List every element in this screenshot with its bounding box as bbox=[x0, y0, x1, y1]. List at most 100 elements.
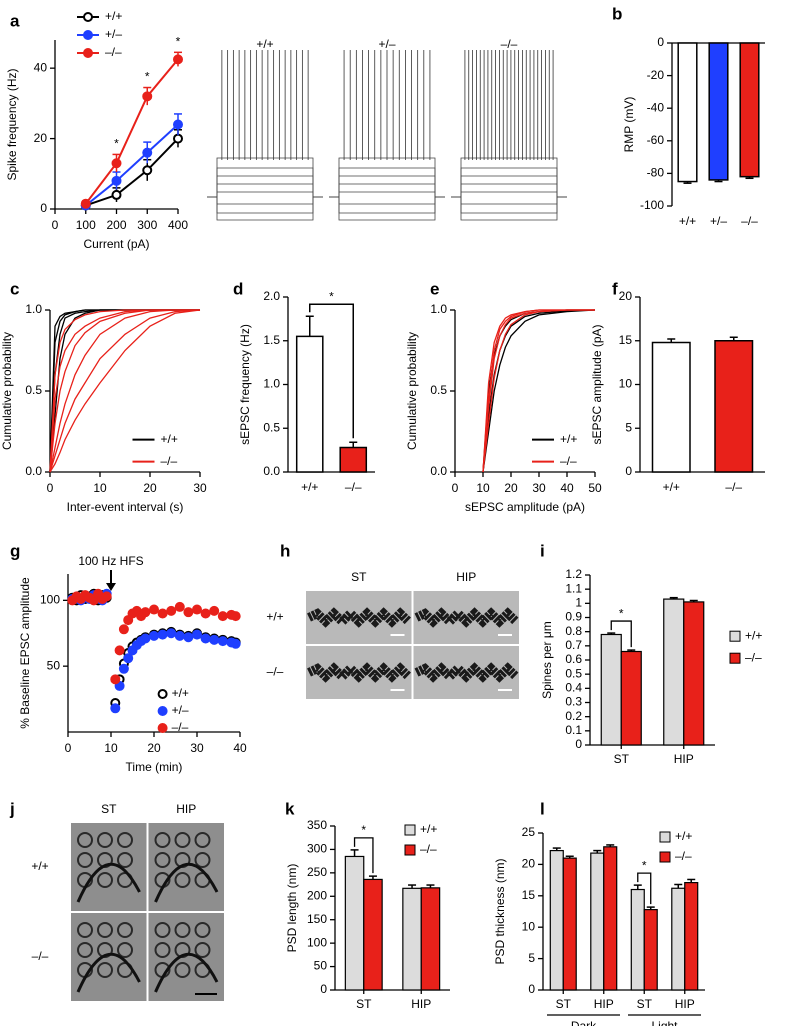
legend-swatch bbox=[404, 844, 416, 856]
bar bbox=[714, 340, 754, 473]
y-tick-label: 0.1 bbox=[565, 723, 582, 737]
vesicle bbox=[117, 922, 133, 938]
point bbox=[111, 189, 122, 200]
y-tick-label: 350 bbox=[307, 818, 327, 832]
vesicle bbox=[194, 922, 211, 938]
panel-letter: g bbox=[10, 541, 20, 560]
bar bbox=[630, 888, 645, 991]
x-tick-label: +/+ bbox=[663, 480, 680, 494]
bar bbox=[603, 846, 618, 991]
annotation: 100 Hz HFS bbox=[78, 554, 143, 568]
y-tick-label: 1.2 bbox=[565, 567, 582, 581]
x-tick-label: 20 bbox=[143, 481, 157, 495]
panel-letter: a bbox=[10, 11, 20, 30]
vesicle bbox=[77, 852, 93, 868]
y-tick-label: 0 bbox=[320, 982, 327, 996]
x-axis-label: Current (pA) bbox=[83, 237, 149, 251]
x-tick-label: 40 bbox=[560, 481, 574, 495]
y-tick-label: 25 bbox=[522, 825, 536, 839]
point bbox=[192, 629, 202, 640]
trace bbox=[207, 191, 323, 198]
x-tick-label: 0 bbox=[47, 481, 54, 495]
y-tick-label: 50 bbox=[47, 658, 61, 672]
panel-letter: c bbox=[10, 279, 19, 298]
point bbox=[192, 604, 202, 615]
trace bbox=[207, 167, 323, 198]
vesicle bbox=[77, 922, 93, 938]
y-axis-label: sEPSC frequency (Hz) bbox=[238, 324, 252, 445]
trace bbox=[451, 191, 567, 198]
bar bbox=[339, 446, 368, 473]
y-tick-label: 20 bbox=[34, 131, 48, 145]
point bbox=[183, 607, 194, 618]
point bbox=[174, 601, 185, 612]
significance: * bbox=[176, 34, 181, 48]
x-tick-label: 0 bbox=[52, 218, 59, 232]
series-line bbox=[85, 137, 179, 207]
legend-label: +/+ bbox=[105, 9, 122, 23]
point bbox=[101, 591, 112, 602]
x-tick-label: +/– bbox=[710, 214, 727, 228]
y-tick-label: 0 bbox=[625, 464, 632, 478]
group-label: Dark bbox=[571, 1019, 597, 1026]
point bbox=[142, 91, 153, 102]
trace bbox=[329, 191, 445, 198]
legend-label: +/+ bbox=[420, 822, 437, 836]
y-axis-label: sEPSC amplitude (pA) bbox=[590, 324, 604, 444]
vesicle bbox=[97, 922, 113, 938]
point bbox=[157, 608, 168, 619]
y-axis-label: RMP (mV) bbox=[622, 97, 636, 153]
curve bbox=[482, 309, 596, 473]
x-tick-label: 30 bbox=[193, 481, 207, 495]
point bbox=[217, 636, 228, 647]
vesicle bbox=[97, 832, 113, 848]
y-axis-label: Cumulative probability bbox=[0, 332, 14, 450]
trace bbox=[451, 175, 567, 198]
x-tick-label: HIP bbox=[594, 997, 614, 1011]
point bbox=[123, 615, 134, 626]
legend-label: –/– bbox=[675, 849, 692, 863]
x-tick-label: HIP bbox=[411, 997, 431, 1011]
bar bbox=[708, 42, 729, 181]
point bbox=[230, 611, 241, 622]
x-tick-label: 10 bbox=[104, 741, 118, 755]
series-line bbox=[84, 58, 179, 205]
legend-marker bbox=[83, 48, 93, 58]
vesicle bbox=[174, 872, 191, 888]
y-tick-label: 20 bbox=[619, 289, 633, 303]
point bbox=[217, 611, 228, 622]
vesicle bbox=[154, 942, 171, 958]
trace bbox=[451, 157, 567, 198]
panel-letter: l bbox=[540, 799, 545, 818]
panel-letter: b bbox=[612, 4, 622, 23]
y-axis-label: PSD length (nm) bbox=[285, 864, 299, 953]
y-tick-label: 10 bbox=[522, 919, 536, 933]
panel-letter: k bbox=[285, 799, 295, 818]
significance: * bbox=[145, 70, 150, 84]
y-tick-label: 0.5 bbox=[25, 383, 42, 397]
curve bbox=[482, 309, 595, 473]
y-tick-label: 0.2 bbox=[565, 709, 582, 723]
y-tick-label: 1.0 bbox=[263, 377, 280, 391]
point bbox=[230, 638, 241, 649]
x-tick-label: 400 bbox=[168, 218, 188, 232]
trace bbox=[451, 167, 567, 198]
trace bbox=[207, 183, 323, 198]
point bbox=[200, 633, 211, 644]
bar bbox=[562, 857, 577, 991]
curve bbox=[49, 309, 200, 473]
vesicle bbox=[174, 832, 191, 848]
y-tick-label: 1 bbox=[575, 596, 582, 610]
x-tick-label: –/– bbox=[725, 480, 742, 494]
point bbox=[111, 175, 122, 186]
point bbox=[118, 663, 129, 674]
bar bbox=[295, 335, 324, 473]
trace bbox=[451, 196, 567, 205]
column-label: HIP bbox=[176, 802, 196, 816]
bar bbox=[663, 598, 685, 746]
x-tick-label: –/– bbox=[345, 480, 362, 494]
bar bbox=[402, 887, 422, 991]
dendrite bbox=[307, 662, 412, 683]
legend-swatch bbox=[729, 630, 741, 642]
row-label: +/+ bbox=[266, 610, 283, 624]
